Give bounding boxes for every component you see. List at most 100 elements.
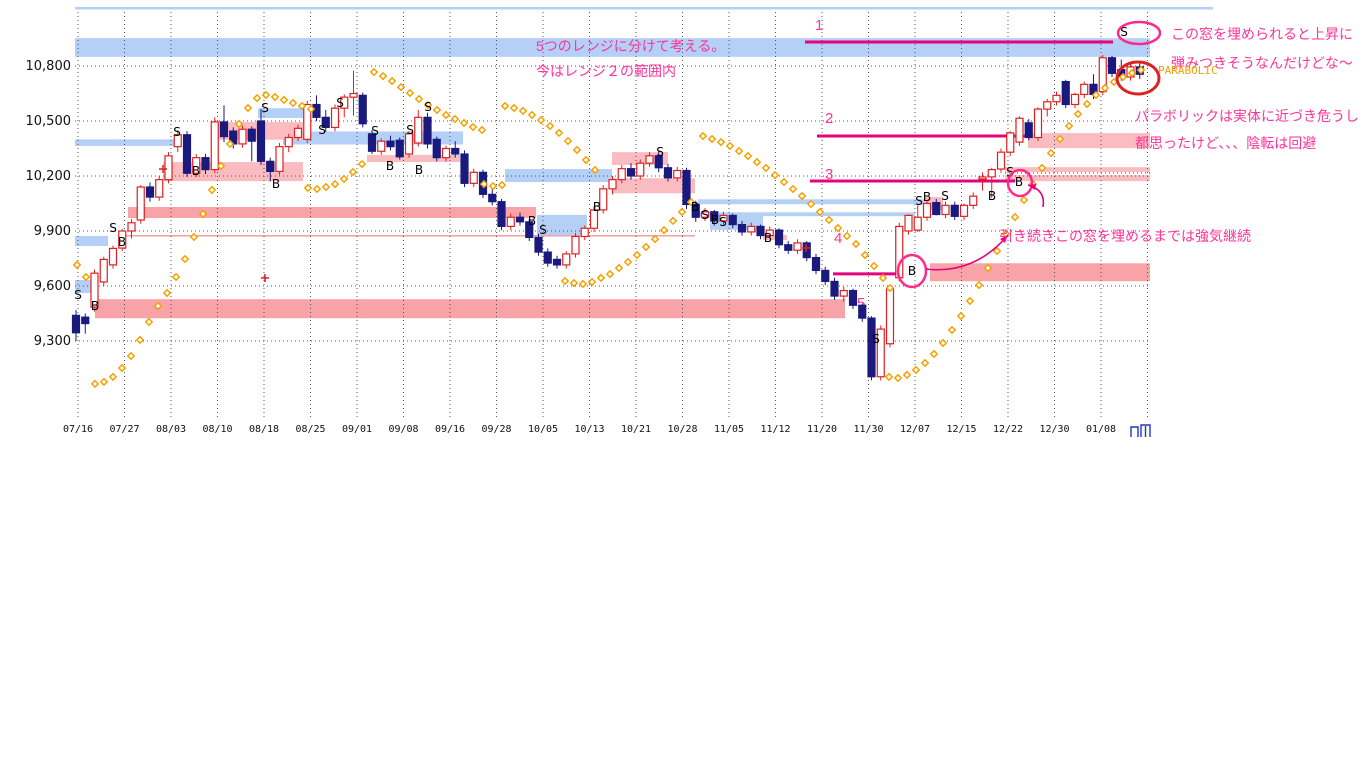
x-axis-label: 01/08 [1086, 424, 1116, 435]
parabolic-sar-dot [207, 185, 217, 195]
candle-up [414, 116, 423, 144]
parabolic-sar-dot [270, 92, 280, 102]
parabolic-sar-dot [1118, 72, 1128, 82]
candle-down [821, 269, 830, 283]
candle-up [127, 222, 136, 232]
parabolic-sar-dot [752, 157, 762, 167]
candle-down [247, 128, 256, 142]
parabolic-sar-dot [497, 180, 507, 190]
parabolic-sar-dot [1010, 212, 1020, 222]
candle-up [617, 168, 626, 181]
parabolic-sar-dot [563, 136, 573, 146]
support-band [1028, 133, 1150, 149]
y-axis-label: 10,800 [26, 59, 72, 74]
parabolic-sar-dot [1055, 134, 1065, 144]
candle-up [645, 155, 654, 164]
buy-signal-label: B [192, 164, 200, 178]
x-axis-label: 12/30 [1039, 424, 1069, 435]
parabolic-sar-dot [500, 101, 510, 111]
parabolic-sar-dot [992, 246, 1002, 256]
candle-down [552, 258, 562, 266]
candle-up [90, 272, 99, 308]
candle-down [867, 317, 876, 378]
range-number: 1 [815, 17, 823, 34]
buy-signal-label: B [691, 200, 699, 214]
x-axis-label: 11/12 [760, 424, 790, 435]
parabolic-sar-dot [1082, 99, 1092, 109]
parabolic-sar-dot [518, 106, 528, 116]
candle-down [266, 160, 275, 173]
parabolic-sar-dot [869, 261, 879, 271]
parabolic-sar-dot [716, 137, 726, 147]
parabolic-sar-dot [824, 215, 834, 225]
parabolic-sar-dot [1046, 148, 1056, 158]
candle-up [1015, 117, 1024, 143]
candle-down [534, 236, 543, 253]
parabolic-sar-dot [632, 250, 642, 260]
candle-up [441, 147, 451, 159]
gap-note-line1: この窓を埋められると上昇に [1171, 26, 1353, 42]
parabolic-sar-dot [321, 182, 331, 192]
candle-up [747, 225, 756, 233]
parabolic-sar-dot [938, 338, 948, 348]
parabolic-sar-dot [243, 103, 253, 113]
sell-signal-label: S [173, 125, 181, 139]
candle-up [571, 235, 580, 255]
y-axis-label: 9,900 [34, 224, 71, 239]
candle-up [303, 103, 312, 140]
candle-down [201, 157, 210, 171]
parabolic-sar-dot [477, 125, 487, 135]
y-axis-label: 10,500 [26, 114, 72, 129]
candle-down [848, 289, 858, 306]
parabolic-sar-dot [893, 373, 903, 383]
annotation-arrowhead [1000, 235, 1008, 243]
candle-up [99, 258, 108, 283]
buy-signal-label: B [118, 235, 126, 249]
candle-up [1070, 93, 1080, 106]
sar-note-line2: 都思ったけど、、、陰転は回避 [1135, 135, 1317, 151]
parabolic-sar-dot [72, 260, 82, 270]
candle-down [460, 153, 469, 184]
buy-signal-label: B [91, 299, 99, 313]
parabolic-sar-dot [623, 257, 633, 267]
support-band [95, 299, 845, 319]
parabolic-sar-dot [851, 239, 861, 249]
support-band [612, 152, 668, 165]
parabolic-sar-dot [396, 82, 406, 92]
candle-up [608, 179, 617, 190]
parabolic-sar-dot [135, 335, 145, 345]
candle-down [321, 116, 330, 129]
parabolic-sar-dot [761, 163, 771, 173]
candle-up [238, 128, 247, 145]
parabolic-sar-dot [306, 104, 316, 114]
parabolic-sar-dot [983, 263, 993, 273]
resistance-band [537, 214, 587, 236]
candle-up [719, 214, 728, 222]
sell-signal-label: S [424, 100, 432, 114]
highlight-circle [896, 253, 928, 289]
highlight-circle [1116, 20, 1162, 46]
y-axis-label: 9,600 [34, 279, 71, 294]
resistance-band [698, 199, 943, 205]
range-note-line2: 今はレンジ２の範囲内 [536, 63, 676, 79]
sell-signal-label: S [371, 124, 379, 138]
candle-up [969, 195, 978, 206]
parabolic-sar-dot [725, 141, 735, 151]
parabolic-sar-dot [330, 179, 340, 189]
candle-down [932, 201, 941, 216]
x-axis-label: 09/28 [481, 424, 511, 435]
parabolic-sar-dot [743, 151, 753, 161]
sell-signal-label: S [701, 208, 709, 222]
sell-signal-label: S [1120, 25, 1128, 39]
parabolic-sar-dot [878, 273, 888, 283]
x-axis-label: 12/22 [993, 424, 1023, 435]
parabolic-sar-dot [860, 250, 870, 260]
candle-down [1024, 122, 1033, 139]
y-axis-label: 10,200 [26, 169, 72, 184]
y-axis-label: 9,300 [34, 334, 71, 349]
parabolic-sar-dot [578, 279, 588, 289]
candle-up [349, 92, 358, 98]
parabolic-sar-dot [81, 272, 91, 282]
